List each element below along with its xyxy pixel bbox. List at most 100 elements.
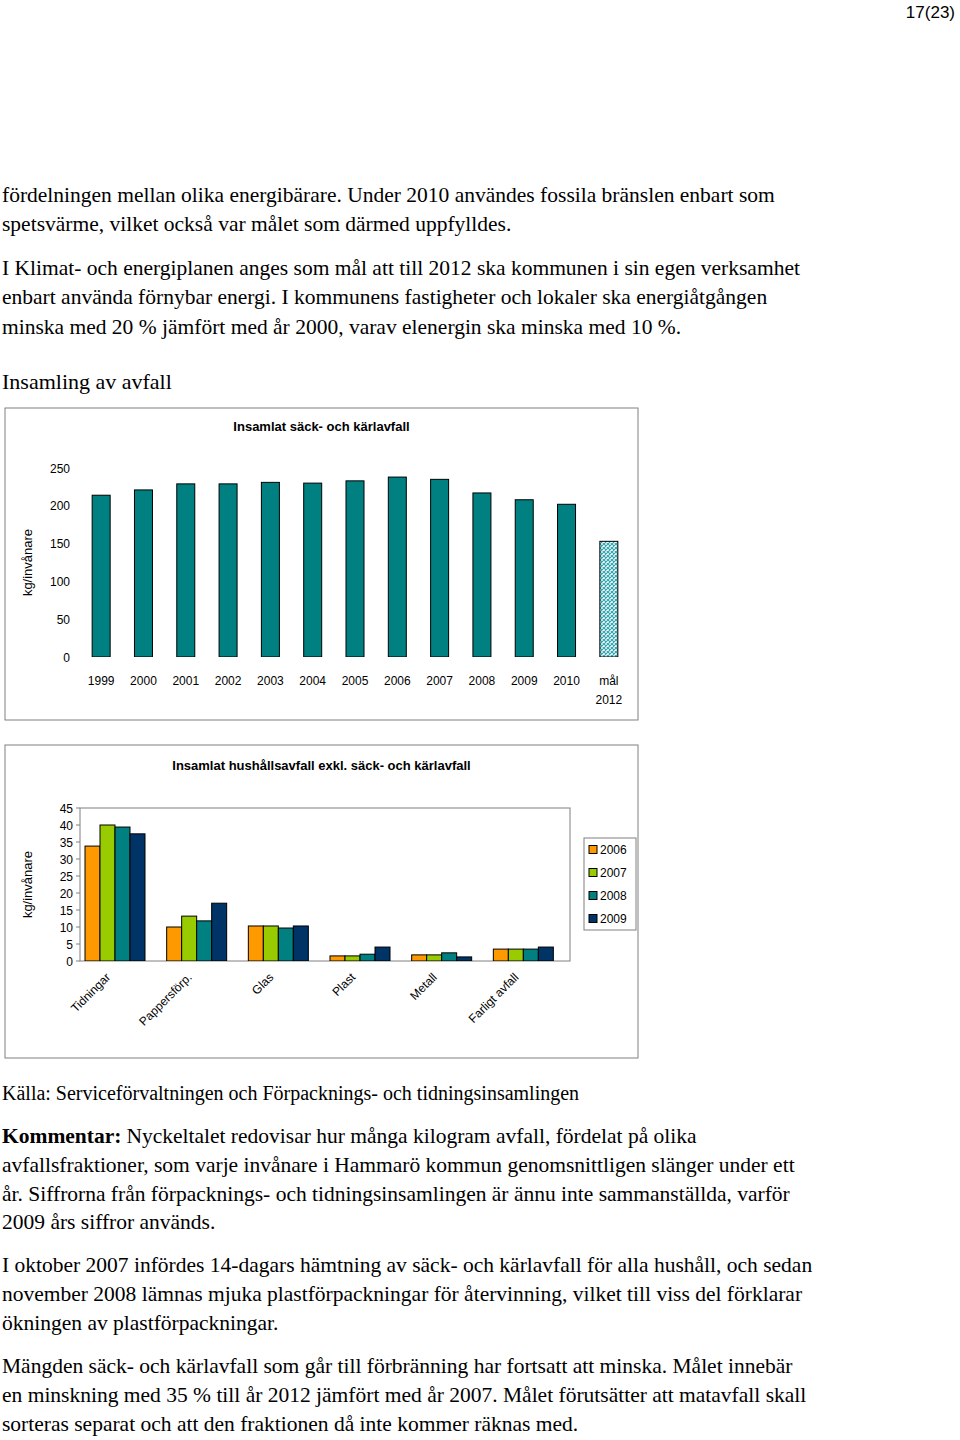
y-tick-label: 15 [60,904,74,918]
x-tick-label: 2010 [553,674,580,688]
bar [515,500,533,657]
x-tick-label: 2009 [511,674,538,688]
y-tick-label: 100 [50,575,70,589]
bar [473,493,491,657]
bar [457,957,472,961]
y-tick [76,927,80,928]
bar [508,949,523,961]
x-tick-label-part: mål [599,674,618,688]
x-tick-label: 1999 [88,674,115,688]
x-tick-label: 2000 [130,674,157,688]
y-tick-label: 10 [60,921,74,935]
x-tick-label: 2005 [342,674,369,688]
y-tick-label: 45 [60,802,74,816]
comment-line: en minskning med 35 % till år 2012 jämfö… [2,1383,806,1407]
bar [134,490,152,657]
comment-line: ökningen av plastförpackningar. [2,1311,278,1335]
bar [182,916,197,961]
x-tick-label-part: 2012 [595,693,622,707]
bar [330,956,345,961]
bar [523,949,538,961]
bar [493,949,508,961]
y-axis-label: kg/invånare [20,851,35,918]
y-tick [76,893,80,894]
legend-swatch [589,892,597,900]
bar [278,928,293,961]
legend-label: 2008 [600,889,627,903]
x-tick-label: Tidningar [68,970,113,1015]
marks [85,825,553,961]
y-tick [76,825,80,826]
paragraph-line: I Klimat- och energiplanen anges som mål… [2,256,800,280]
y-tick-label: 20 [60,887,74,901]
legend-swatch [589,915,597,923]
comment-line: Mängden säck- och kärlavfall som går til… [2,1354,792,1378]
bar [600,541,618,657]
y-tick-label: 200 [50,499,70,513]
comment-line: sorteras separat och att den fraktionen … [2,1412,578,1436]
bar [130,834,145,961]
bar [360,954,375,961]
chart-frame [5,745,638,1058]
bar [558,504,576,657]
x-tick-label: 2006 [384,674,411,688]
y-tick-label: 5 [66,938,73,952]
bar [304,483,322,657]
background [0,0,960,1440]
bar [248,926,263,961]
legend-label: 2006 [600,843,627,857]
bar [293,926,308,961]
x-tick-label: Plast [329,970,358,999]
page: 17(23)fördelningen mellan olika energibä… [0,0,960,1440]
x-tick-label: Farligt avfall [466,970,522,1026]
plot-frame [80,808,570,961]
comment-line: avfallsfraktioner, som varje invånare i … [2,1153,795,1177]
y-tick-label: 0 [63,651,70,665]
y-tick-label: 150 [50,537,70,551]
y-tick [76,859,80,860]
y-tick [76,961,80,962]
x-tick-label: 2002 [215,674,242,688]
paragraph-line: minska med 20 % jämfört med år 2000, var… [2,315,681,339]
bar [197,921,212,961]
y-tick-label: 40 [60,819,74,833]
legend-label: 2009 [600,912,627,926]
y-tick [76,808,80,809]
bar [412,955,427,961]
marks [92,477,618,657]
bar [442,953,457,961]
bar [85,846,100,961]
bar [427,955,442,961]
x-tick-label: Metall [407,970,440,1003]
x-tick-label: 2001 [172,674,199,688]
comment-line: november 2008 lämnas mjuka plastförpackn… [2,1282,802,1306]
y-tick [76,842,80,843]
bar [219,484,237,657]
comment-line: I oktober 2007 infördes 14-dagars hämtni… [2,1253,812,1277]
x-tick-label: 2003 [257,674,284,688]
x-tick-label: 2008 [469,674,496,688]
bar [177,484,195,657]
bar [263,926,278,961]
y-tick [76,910,80,911]
bar [115,827,130,961]
paragraph-line: spetsvärme, vilket också var målet som d… [2,212,511,236]
comment-line: år. Siffrorna från förpacknings- och tid… [2,1182,790,1206]
x-tick-label: Glas [249,970,276,997]
heading: Insamling av avfall [2,369,172,394]
y-tick [76,944,80,945]
y-tick-label: 0 [66,955,73,969]
bar [100,825,115,961]
chart: Insamlat säck- och kärlavfallkg/invånare… [5,408,638,720]
bar [538,947,553,961]
page-number: 17(23) [906,3,955,22]
chart-title: Insamlat hushållsavfall exkl. säck- och … [172,758,470,773]
x-tick-label: mål 2012 [595,674,622,707]
bar [345,956,360,961]
y-axis-label: kg/invånare [20,529,35,596]
legend-frame [584,838,636,930]
y-tick-label: 30 [60,853,74,867]
bar [388,477,406,657]
legend: 2006200720082009 [584,838,636,930]
bar [212,903,227,961]
